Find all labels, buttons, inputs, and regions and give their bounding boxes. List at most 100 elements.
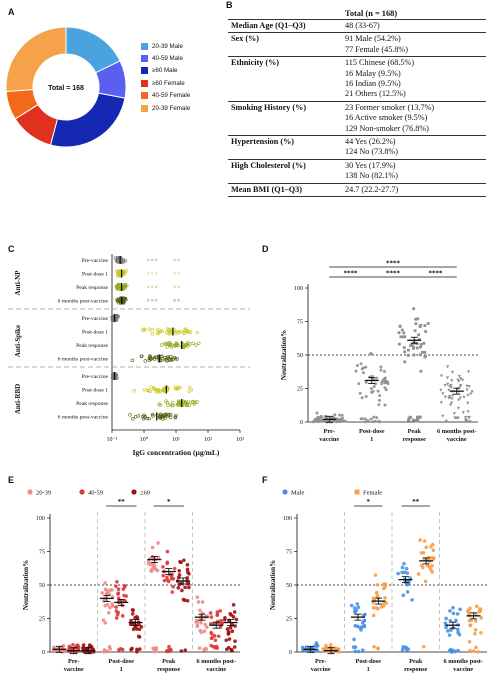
data-point — [161, 565, 165, 569]
data-point — [128, 622, 133, 627]
data-point — [417, 338, 421, 341]
c-outlier: × — [173, 285, 176, 291]
data-point — [116, 592, 120, 596]
data-point — [203, 622, 208, 627]
data-point — [352, 606, 357, 610]
c-point — [193, 400, 197, 404]
data-point — [451, 393, 455, 397]
data-point — [457, 374, 461, 378]
data-point — [465, 388, 469, 392]
c-point — [128, 413, 132, 417]
c-point — [156, 389, 160, 393]
data-point — [196, 600, 201, 604]
data-point — [209, 636, 214, 641]
data-point — [439, 401, 443, 405]
data-point — [355, 602, 360, 606]
data-point — [460, 378, 465, 382]
c-point — [173, 415, 178, 420]
data-point — [150, 545, 155, 550]
data-point — [445, 376, 450, 380]
c-point — [151, 414, 155, 418]
legend-item: 20-39 Male — [141, 40, 190, 52]
c-point — [115, 269, 119, 274]
data-point — [229, 613, 234, 617]
data-point — [443, 384, 447, 388]
c-point — [115, 285, 119, 290]
x-category-label: Peak — [408, 428, 422, 435]
data-point — [401, 645, 406, 649]
data-point — [171, 584, 175, 589]
data-point — [408, 576, 413, 580]
data-point — [457, 398, 461, 402]
donut-legend: 20-39 Male 40-59 Male ≥60 Male ≥60 Female 40… — [141, 40, 190, 114]
c-point — [173, 331, 178, 336]
data-point — [423, 579, 428, 584]
y-axis-label: Neutralization% — [280, 330, 288, 380]
legend-item: ≥60 Male — [141, 65, 190, 77]
data-point — [168, 647, 173, 652]
data-point — [403, 335, 407, 339]
data-point — [185, 598, 190, 603]
data-point — [383, 596, 387, 600]
data-point — [419, 563, 424, 568]
donut-chart: Total = 168 — [5, 26, 127, 148]
c-point — [124, 269, 128, 273]
data-point — [397, 342, 401, 346]
c-point — [149, 385, 153, 389]
c-point — [158, 403, 162, 407]
data-point — [399, 335, 403, 339]
data-point — [361, 366, 365, 370]
data-point — [456, 406, 461, 410]
data-point — [176, 586, 181, 590]
data-point — [466, 370, 471, 374]
data-point — [397, 331, 401, 335]
data-point — [478, 609, 483, 613]
c-point — [184, 327, 188, 331]
legend-label: ≥60 — [140, 490, 150, 497]
neutralization-overall-plot: 0 25 50 75 100 Neutralization% Pre-vaccine Post… — [280, 260, 478, 443]
data-point — [431, 548, 436, 553]
data-point — [449, 403, 453, 407]
y-axis-label: Neutralization% — [22, 560, 30, 610]
data-point — [165, 575, 169, 580]
data-point — [409, 344, 413, 347]
c-point — [147, 327, 151, 331]
legend-swatch — [141, 104, 148, 112]
c-point — [188, 330, 193, 334]
data-point — [458, 607, 462, 612]
data-point — [369, 387, 373, 391]
legend-label: ≥60 Male — [152, 67, 178, 75]
data-point — [450, 370, 455, 374]
data-point — [419, 369, 423, 373]
data-point — [208, 611, 213, 615]
row-value: 124 No (73.8%) — [345, 147, 398, 157]
c-point — [172, 344, 177, 348]
data-point — [455, 612, 460, 616]
c-outlier: × — [147, 299, 150, 305]
y-tick-label: 75 — [286, 550, 292, 556]
x-category-label: Post-dose — [108, 658, 134, 665]
c-point — [150, 332, 155, 336]
data-point — [473, 619, 478, 623]
x-category-label: Peak — [409, 658, 423, 665]
data-point — [371, 596, 376, 601]
data-point — [383, 369, 387, 373]
x-category-label: Post-dose — [355, 658, 381, 665]
data-point — [356, 649, 361, 654]
row-label: Mean BMI (Q1–Q3) — [228, 182, 342, 198]
data-point — [450, 379, 454, 383]
data-point — [451, 611, 456, 616]
c-point — [148, 389, 152, 394]
legend-item: 20-39 Female — [141, 102, 190, 114]
data-point — [362, 618, 367, 623]
legend-label: Female — [363, 490, 382, 497]
data-point — [402, 331, 406, 335]
panel-letter-a: A — [8, 7, 15, 17]
c-point — [185, 402, 190, 406]
data-point — [448, 385, 452, 389]
c-point — [152, 386, 156, 390]
data-point — [178, 559, 182, 564]
data-point — [81, 643, 86, 647]
data-point — [371, 613, 376, 618]
row-value: 129 Non-smoker (76.8%) — [345, 123, 429, 133]
